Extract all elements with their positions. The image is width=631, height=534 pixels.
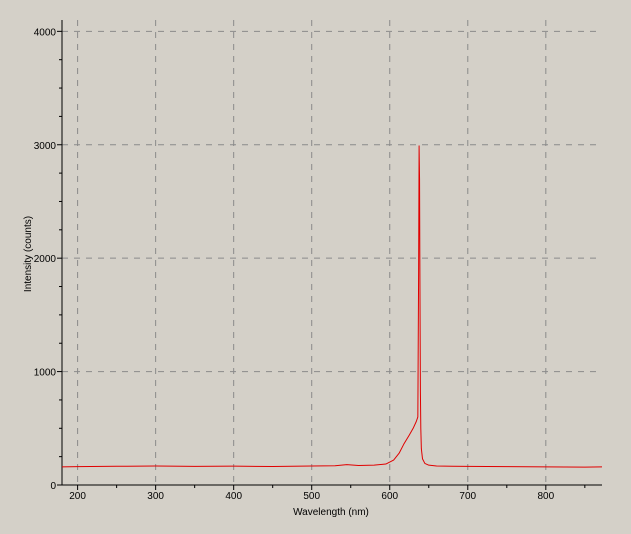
x-tick-label: 700: [459, 491, 476, 502]
series-layer: [61, 145, 603, 468]
y-tick-label: 2000: [34, 254, 57, 265]
x-tick-label: 500: [303, 491, 320, 502]
y-tick-label: 0: [50, 481, 56, 492]
y-tick-label: 4000: [34, 27, 57, 38]
y-tick-label: 1000: [34, 368, 57, 379]
x-axis-label: Wavelength (nm): [293, 507, 369, 518]
series-line: [61, 145, 603, 468]
x-tick-label: 800: [537, 491, 554, 502]
x-tick-label: 400: [225, 491, 242, 502]
x-tick-label: 200: [69, 491, 86, 502]
x-tick-label: 300: [147, 491, 164, 502]
y-axis-label: Intensity (counts): [23, 216, 34, 292]
axes: 200 300 400 500 600 700 800 0 1000 2000 3000 4000: [34, 20, 602, 502]
y-tick-label: 3000: [34, 141, 57, 152]
grid-lines: [62, 20, 602, 485]
x-tick-label: 600: [381, 491, 398, 502]
